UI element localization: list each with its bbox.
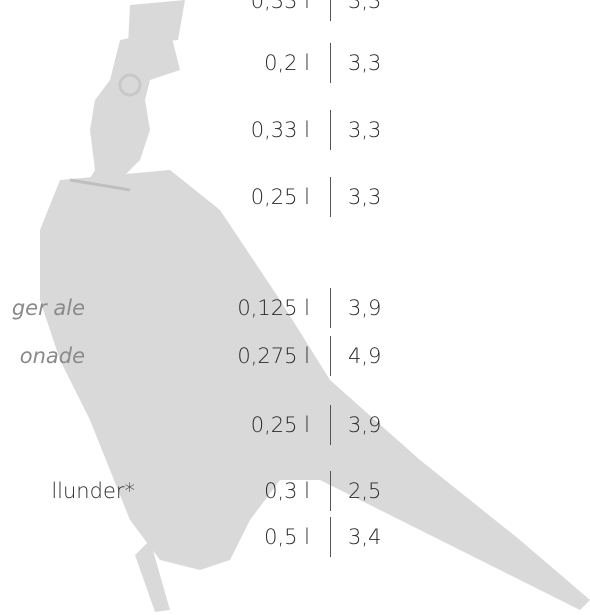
item-price: 4,9 <box>348 341 381 371</box>
item-price: 3,9 <box>348 410 381 440</box>
item-price: 3,4 <box>348 522 381 552</box>
item-name: ger ale <box>12 293 85 323</box>
item-volume: 0,3 l <box>264 476 310 506</box>
item-volume: 0,5 l <box>264 522 310 552</box>
divider <box>330 43 331 83</box>
item-volume: 0,33 l <box>251 115 310 145</box>
divider <box>330 288 331 328</box>
item-name: onade <box>20 341 85 371</box>
divider <box>330 0 331 21</box>
item-volume: 0,33 l <box>251 0 310 16</box>
item-price: 3,3 <box>348 182 381 212</box>
item-volume: 0,275 l <box>237 341 310 371</box>
item-name: llunder* <box>51 476 135 506</box>
divider <box>330 517 331 557</box>
divider <box>330 336 331 376</box>
item-volume: 0,2 l <box>264 48 310 78</box>
item-price: 3,3 <box>348 0 381 16</box>
divider <box>330 177 331 217</box>
divider <box>330 405 331 445</box>
item-volume: 0,25 l <box>251 410 310 440</box>
divider <box>330 110 331 150</box>
menu-page: 0,33 l 3,3 0,2 l 3,3 0,33 l 3,3 0,25 l 3,3 ger a… <box>0 0 590 615</box>
item-price: 3,9 <box>348 293 381 323</box>
item-price: 2,5 <box>348 476 381 506</box>
item-volume: 0,25 l <box>251 182 310 212</box>
item-price: 3,3 <box>348 48 381 78</box>
divider <box>330 471 331 511</box>
item-price: 3,3 <box>348 115 381 145</box>
item-volume: 0,125 l <box>237 293 310 323</box>
